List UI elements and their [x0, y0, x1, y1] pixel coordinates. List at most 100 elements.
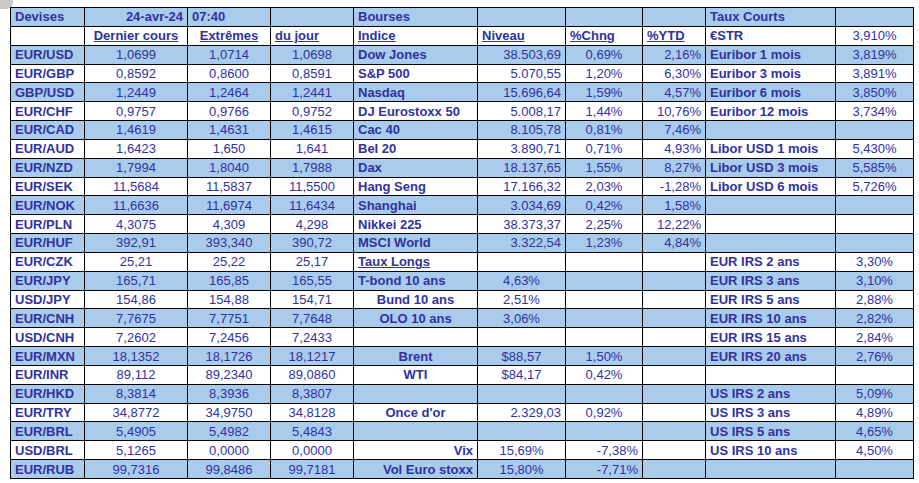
- empty-cell[interactable]: [566, 253, 643, 272]
- currency-pair[interactable]: EUR/HUF: [11, 234, 85, 253]
- empty-cell[interactable]: [836, 8, 914, 27]
- empty-cell[interactable]: [478, 385, 566, 404]
- empty-cell[interactable]: [836, 196, 914, 215]
- currency-pair[interactable]: EUR/AUD: [11, 140, 85, 159]
- currency-pair[interactable]: USD/BRL: [11, 441, 85, 460]
- currency-last[interactable]: 0,9757: [85, 102, 188, 121]
- commodity-price[interactable]: $88,57: [478, 347, 566, 366]
- index-chng[interactable]: 1,55%: [566, 159, 643, 178]
- empty-cell[interactable]: [643, 272, 706, 291]
- currency-dujour[interactable]: 0,0000: [271, 441, 354, 460]
- index-level[interactable]: 18.137,65: [478, 159, 566, 178]
- index-name[interactable]: Nikkei 225: [354, 215, 478, 234]
- empty-cell[interactable]: [643, 347, 706, 366]
- empty-cell[interactable]: [706, 121, 836, 140]
- index-level[interactable]: 38.503,69: [478, 46, 566, 65]
- empty-cell[interactable]: [478, 328, 566, 347]
- rate-value[interactable]: 3,850%: [836, 83, 914, 102]
- empty-cell[interactable]: [478, 422, 566, 441]
- commodity-price[interactable]: 2.329,03: [478, 404, 566, 423]
- index-name[interactable]: Nasdaq: [354, 83, 478, 102]
- index-name[interactable]: Hang Seng: [354, 178, 478, 197]
- currency-dujour[interactable]: 0,9752: [271, 102, 354, 121]
- index-ytd[interactable]: 2,16%: [643, 46, 706, 65]
- index-chng[interactable]: 1,44%: [566, 102, 643, 121]
- empty-cell[interactable]: [706, 366, 836, 385]
- index-level[interactable]: 8.105,78: [478, 121, 566, 140]
- currency-last[interactable]: 1,2449: [85, 83, 188, 102]
- rate-value[interactable]: 4,89%: [836, 404, 914, 423]
- index-chng[interactable]: 2,25%: [566, 215, 643, 234]
- empty-cell[interactable]: [566, 328, 643, 347]
- index-chng[interactable]: 1,23%: [566, 234, 643, 253]
- currency-extremes[interactable]: 34,9750: [188, 404, 271, 423]
- rate-value[interactable]: 3,10%: [836, 272, 914, 291]
- currency-pair[interactable]: EUR/PLN: [11, 215, 85, 234]
- currency-dujour[interactable]: 5,4843: [271, 422, 354, 441]
- currency-dujour[interactable]: 1,0698: [271, 46, 354, 65]
- currency-dujour[interactable]: 8,3807: [271, 385, 354, 404]
- empty-cell[interactable]: [354, 328, 478, 347]
- commodity-name[interactable]: WTI: [354, 366, 478, 385]
- rate-value[interactable]: 2,84%: [836, 328, 914, 347]
- rate-name[interactable]: US IRS 2 ans: [706, 385, 836, 404]
- devises-section-title[interactable]: Devises: [11, 8, 85, 27]
- index-level[interactable]: 3.034,69: [478, 196, 566, 215]
- rate-name[interactable]: EUR IRS 5 ans: [706, 291, 836, 310]
- rate-name[interactable]: EUR IRS 2 ans: [706, 253, 836, 272]
- currency-pair[interactable]: EUR/JPY: [11, 272, 85, 291]
- index-ytd[interactable]: 6,30%: [643, 65, 706, 84]
- index-level[interactable]: 3.322,54: [478, 234, 566, 253]
- index-name[interactable]: Cac 40: [354, 121, 478, 140]
- empty-cell[interactable]: [271, 8, 354, 27]
- empty-cell[interactable]: [836, 215, 914, 234]
- index-name[interactable]: Dow Jones: [354, 46, 478, 65]
- empty-cell[interactable]: [566, 385, 643, 404]
- commodity-chng[interactable]: 0,42%: [566, 366, 643, 385]
- currency-last[interactable]: 1,6423: [85, 140, 188, 159]
- rate-value[interactable]: 3,819%: [836, 46, 914, 65]
- currency-pair[interactable]: EUR/CNH: [11, 309, 85, 328]
- currency-pair[interactable]: EUR/TRY: [11, 404, 85, 423]
- currency-dujour[interactable]: 89,0860: [271, 366, 354, 385]
- empty-cell[interactable]: [566, 272, 643, 291]
- volatility-chng[interactable]: -7,71%: [566, 460, 643, 479]
- col-header-ytd[interactable]: %YTD: [643, 27, 706, 46]
- col-header-dernier-cours[interactable]: Dernier cours: [85, 27, 188, 46]
- rate-value[interactable]: 4,65%: [836, 422, 914, 441]
- index-chng[interactable]: 1,20%: [566, 65, 643, 84]
- index-level[interactable]: 17.166,32: [478, 178, 566, 197]
- currency-extremes[interactable]: 393,340: [188, 234, 271, 253]
- currency-pair[interactable]: EUR/GBP: [11, 65, 85, 84]
- currency-extremes[interactable]: 154,88: [188, 291, 271, 310]
- rate-name[interactable]: Libor USD 1 mois: [706, 140, 836, 159]
- index-name[interactable]: DJ Eurostoxx 50: [354, 102, 478, 121]
- currency-last[interactable]: 392,91: [85, 234, 188, 253]
- currency-dujour[interactable]: 34,8128: [271, 404, 354, 423]
- currency-extremes[interactable]: 1,4631: [188, 121, 271, 140]
- currency-last[interactable]: 5,1265: [85, 441, 188, 460]
- report-time[interactable]: 07:40: [188, 8, 271, 27]
- rate-name[interactable]: EUR IRS 10 ans: [706, 309, 836, 328]
- index-level[interactable]: 5.008,17: [478, 102, 566, 121]
- currency-pair[interactable]: EUR/NOK: [11, 196, 85, 215]
- volatility-level[interactable]: 15,69%: [478, 441, 566, 460]
- currency-last[interactable]: 99,7316: [85, 460, 188, 479]
- index-ytd[interactable]: 4,57%: [643, 83, 706, 102]
- currency-last[interactable]: 11,5684: [85, 178, 188, 197]
- rate-value[interactable]: 3,734%: [836, 102, 914, 121]
- taux-courts-section-title[interactable]: Taux Courts: [706, 8, 836, 27]
- currency-last[interactable]: 18,1352: [85, 347, 188, 366]
- rate-name[interactable]: Euribor 3 mois: [706, 65, 836, 84]
- currency-last[interactable]: 4,3075: [85, 215, 188, 234]
- rate-value[interactable]: 2,76%: [836, 347, 914, 366]
- empty-cell[interactable]: [643, 385, 706, 404]
- index-name[interactable]: Bel 20: [354, 140, 478, 159]
- index-chng[interactable]: 0,71%: [566, 140, 643, 159]
- bond-name[interactable]: Bund 10 ans: [354, 291, 478, 310]
- currency-pair[interactable]: GBP/USD: [11, 83, 85, 102]
- col-header-chng[interactable]: %Chng: [566, 27, 643, 46]
- currency-extremes[interactable]: 11,6974: [188, 196, 271, 215]
- empty-cell[interactable]: [643, 422, 706, 441]
- empty-cell[interactable]: [643, 460, 706, 479]
